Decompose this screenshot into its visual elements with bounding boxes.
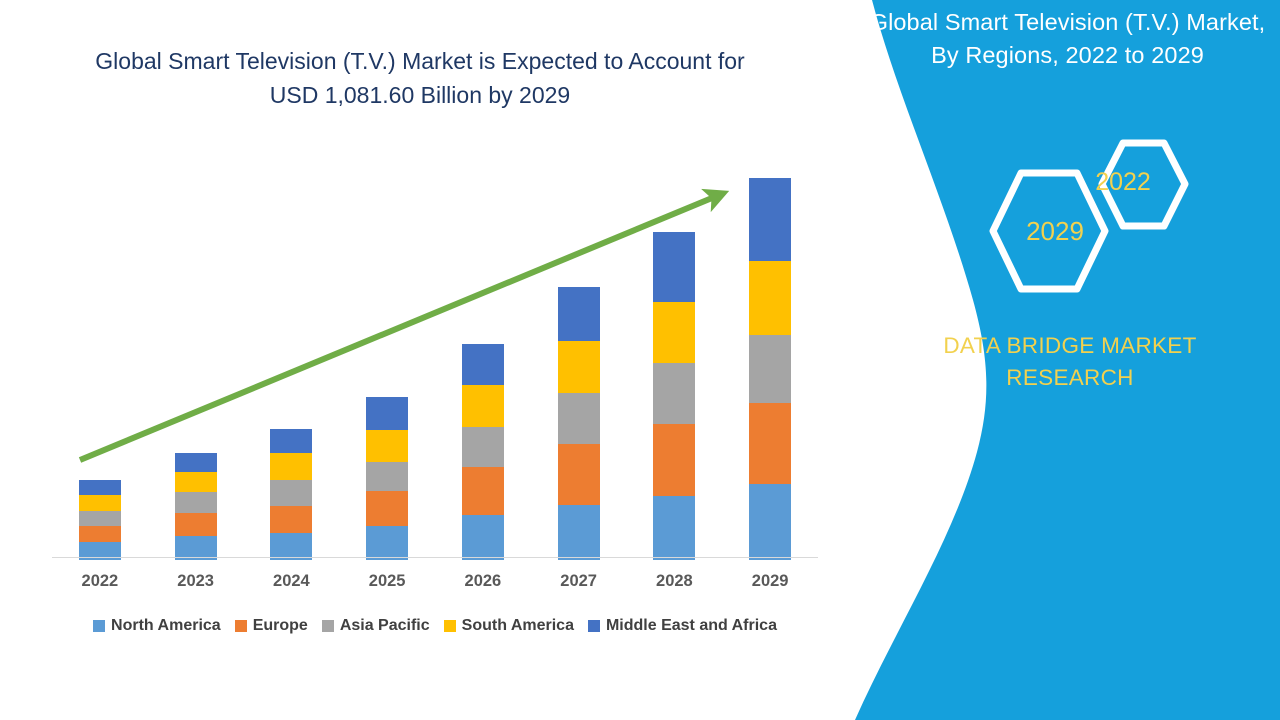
hex-2022-label: 2022: [1095, 168, 1151, 196]
bar-segment-2022-middle-east-and-africa[interactable]: [78, 480, 121, 496]
bar-segment-2026-middle-east-and-africa[interactable]: [461, 343, 504, 385]
stacked-bar-2023[interactable]: [174, 453, 217, 560]
chart-panel: Global Smart Television (T.V.) Market is…: [40, 44, 820, 635]
brand-panel: Global Smart Television (T.V.) Market, B…: [835, 0, 1280, 720]
bar-segment-2027-middle-east-and-africa[interactable]: [557, 287, 600, 341]
bar-segment-2028-north-america[interactable]: [653, 496, 696, 560]
bar-segment-2026-north-america[interactable]: [461, 514, 504, 560]
bar-segment-2022-asia-pacific[interactable]: [78, 510, 121, 527]
brand-panel-title-line2: By Regions, 2022 to 2029: [931, 42, 1204, 68]
bar-segment-2028-asia-pacific[interactable]: [653, 363, 696, 424]
bar-segment-2023-north-america[interactable]: [174, 536, 217, 560]
stacked-bar-2022[interactable]: [78, 480, 121, 560]
bar-segment-2025-europe[interactable]: [366, 491, 409, 527]
legend-label: North America: [111, 617, 221, 634]
bar-segment-2028-europe[interactable]: [653, 423, 696, 497]
bar-segment-2025-asia-pacific[interactable]: [366, 461, 409, 492]
bar-segment-2022-north-america[interactable]: [78, 541, 121, 560]
bar-segment-2028-middle-east-and-africa[interactable]: [653, 232, 696, 302]
legend-swatch-icon: [443, 620, 456, 632]
bar-segment-2025-north-america[interactable]: [366, 526, 409, 560]
plot-area: [52, 150, 820, 560]
bar-segment-2024-south-america[interactable]: [270, 453, 313, 481]
bar-segment-2024-middle-east-and-africa[interactable]: [270, 428, 313, 454]
bar-segment-2023-asia-pacific[interactable]: [174, 492, 217, 513]
legend-swatch-icon: [587, 620, 600, 632]
legend-item-middle-east-and-africa[interactable]: Middle East and Africa: [587, 617, 777, 635]
x-tick-2027: 2027: [560, 572, 597, 590]
bar-segment-2029-south-america[interactable]: [749, 260, 792, 335]
bar-segment-2026-europe[interactable]: [461, 466, 504, 515]
bar-segment-2023-europe[interactable]: [174, 512, 217, 537]
bar-segment-2024-north-america[interactable]: [270, 533, 313, 560]
brand-panel-title: Global Smart Television (T.V.) Market, B…: [855, 6, 1280, 72]
legend-swatch-icon: [234, 620, 247, 632]
brand-name-line1: DATA BRIDGE MARKET: [943, 333, 1197, 358]
stacked-bar-2029[interactable]: [749, 177, 792, 560]
x-tick-2023: 2023: [177, 572, 214, 590]
bar-segment-2028-south-america[interactable]: [653, 301, 696, 364]
chart-title-line2: USD 1,081.60 Billion by 2029: [269, 82, 571, 108]
legend-item-asia-pacific[interactable]: Asia Pacific: [321, 617, 430, 635]
chart-title-line1: Global Smart Television (T.V.) Market is…: [95, 48, 745, 74]
x-tick-2022: 2022: [81, 572, 119, 590]
bar-segment-2024-europe[interactable]: [270, 505, 313, 534]
legend-item-europe[interactable]: Europe: [234, 617, 308, 635]
white-curve-shape: [835, 0, 987, 720]
bar-segment-2023-middle-east-and-africa[interactable]: [174, 453, 217, 472]
bar-segment-2025-south-america[interactable]: [366, 429, 409, 462]
x-axis-line: [52, 557, 818, 558]
brand-name: DATA BRIDGE MARKET RESEARCH: [870, 330, 1270, 394]
bar-segment-2027-north-america[interactable]: [557, 504, 600, 560]
x-tick-2024: 2024: [273, 572, 310, 590]
bar-segment-2027-europe[interactable]: [557, 444, 600, 505]
bar-segment-2027-south-america[interactable]: [557, 340, 600, 393]
bar-segment-2025-middle-east-and-africa[interactable]: [366, 397, 409, 430]
legend-label: Europe: [252, 617, 308, 634]
stacked-bar-2024[interactable]: [270, 428, 313, 560]
hex-2029-label: 2029: [1026, 216, 1084, 246]
bar-segment-2029-europe[interactable]: [749, 403, 792, 485]
x-tick-2026: 2026: [464, 572, 502, 590]
legend-swatch-icon: [93, 620, 106, 632]
legend-item-south-america[interactable]: South America: [443, 617, 574, 635]
stacked-bar-2026[interactable]: [461, 343, 504, 560]
legend-label: Middle East and Africa: [605, 617, 777, 634]
bar-segment-2026-south-america[interactable]: [461, 384, 504, 427]
x-tick-2029: 2029: [751, 572, 789, 590]
bar-segment-2023-south-america[interactable]: [174, 471, 217, 493]
x-tick-2025: 2025: [368, 572, 406, 590]
legend-label: Asia Pacific: [339, 617, 430, 634]
stacked-bar-2025[interactable]: [366, 397, 409, 560]
x-axis-tick-labels: 2022 2023 2024 2025 2026 2027 2028 2029: [52, 572, 818, 600]
bar-segment-2029-middle-east-and-africa[interactable]: [749, 177, 792, 261]
bar-segment-2022-europe[interactable]: [78, 526, 121, 542]
bar-segment-2029-asia-pacific[interactable]: [749, 334, 792, 404]
bar-segment-2022-south-america[interactable]: [78, 495, 121, 511]
legend-label: South America: [461, 617, 574, 634]
legend-item-north-america[interactable]: North America: [93, 617, 221, 635]
chart-legend: North America Europe Asia Pacific South Ame…: [52, 617, 818, 635]
bar-segment-2029-north-america[interactable]: [749, 484, 792, 560]
legend-swatch-icon: [321, 620, 334, 632]
bar-segment-2026-asia-pacific[interactable]: [461, 426, 504, 467]
stacked-bar-2028[interactable]: [653, 232, 696, 560]
brand-panel-title-line1: Global Smart Television (T.V.) Market,: [869, 9, 1266, 35]
stacked-bar-2027[interactable]: [557, 287, 600, 560]
brand-name-line2: RESEARCH: [1006, 365, 1134, 390]
bar-segment-2024-asia-pacific[interactable]: [270, 480, 313, 506]
bar-segment-2027-asia-pacific[interactable]: [557, 392, 600, 445]
chart-title: Global Smart Television (T.V.) Market is…: [40, 44, 800, 112]
x-tick-2028: 2028: [656, 572, 693, 590]
